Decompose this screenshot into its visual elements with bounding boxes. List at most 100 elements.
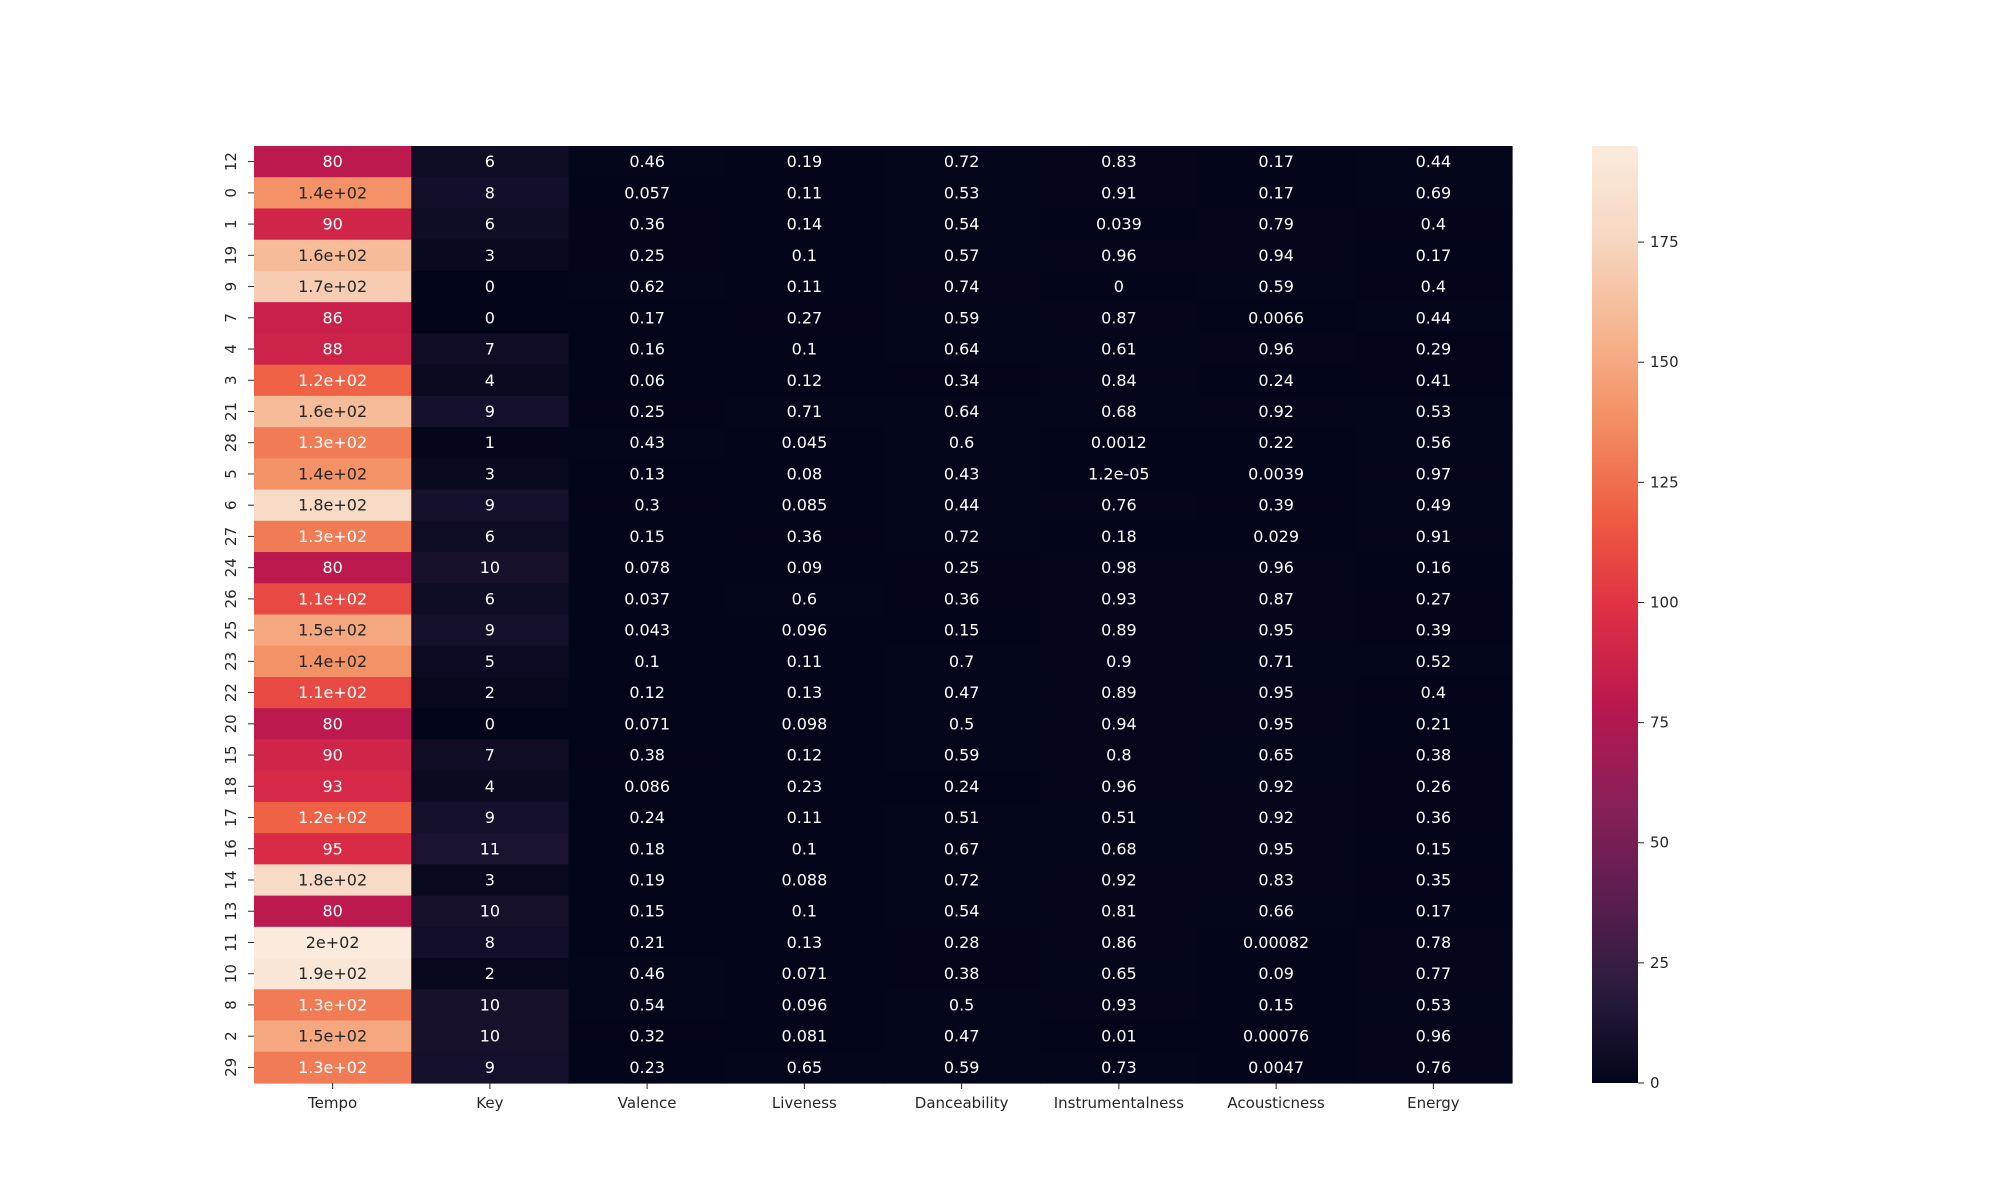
cell-value-label: 0.95 xyxy=(1258,621,1294,640)
cell-value-label: 0.47 xyxy=(944,1027,980,1046)
heatmap-cell xyxy=(1040,895,1199,928)
cell-value-label: 0.15 xyxy=(944,621,980,640)
cell-value-label: 0.71 xyxy=(787,402,823,421)
cell-value-label: 0.36 xyxy=(787,527,823,546)
heatmap-cell xyxy=(411,801,570,834)
colorbar-tick-label: 150 xyxy=(1650,353,1679,371)
cell-value-label: 0.3 xyxy=(634,496,659,515)
cell-value-label: 0.08 xyxy=(787,464,823,483)
cell-value-label: 86 xyxy=(322,308,342,327)
heatmap-cell xyxy=(254,926,412,959)
row-tick-label: 8 xyxy=(222,1000,240,1010)
heatmap-cell xyxy=(411,1051,570,1084)
cell-value-label: 0 xyxy=(1114,277,1124,296)
cell-value-label: 0.53 xyxy=(1416,402,1452,421)
cell-value-label: 0.59 xyxy=(1258,277,1294,296)
cell-value-label: 0.98 xyxy=(1101,558,1137,577)
heatmap-cell xyxy=(254,583,412,616)
heatmap-cell xyxy=(725,489,884,522)
heatmap-cell xyxy=(411,552,570,584)
heatmap-cell xyxy=(1197,770,1356,803)
heatmap-cell xyxy=(1197,708,1356,741)
cell-value-label: 1.3e+02 xyxy=(298,433,367,452)
cell-value-label: 0.078 xyxy=(624,558,670,577)
cell-value-label: 9 xyxy=(485,402,495,421)
heatmap-cell xyxy=(411,614,570,647)
heatmap-cell xyxy=(1040,270,1199,303)
cell-value-label: 0.21 xyxy=(629,933,665,952)
cell-value-label: 0.25 xyxy=(629,246,665,265)
heatmap-cell xyxy=(254,676,412,709)
cell-value-label: 1.3e+02 xyxy=(298,527,367,546)
cell-value-label: 7 xyxy=(485,746,495,765)
cell-value-label: 4 xyxy=(485,371,495,390)
cell-value-label: 2 xyxy=(485,964,495,983)
cell-value-label: 0.43 xyxy=(944,464,980,483)
heatmap-cell xyxy=(725,864,884,897)
heatmap-cell xyxy=(568,395,727,428)
cell-value-label: 1.8e+02 xyxy=(298,496,367,515)
heatmap-cell xyxy=(568,895,727,928)
heatmap-cell xyxy=(883,645,1041,678)
heatmap-cell xyxy=(725,427,884,459)
row-tick-label: 14 xyxy=(222,870,240,889)
cell-value-label: 0.83 xyxy=(1101,152,1137,171)
colorbar-tick-label: 75 xyxy=(1650,714,1669,732)
heatmap-cell xyxy=(883,1051,1041,1084)
cell-value-label: 0.44 xyxy=(944,496,980,515)
heatmap-cell xyxy=(883,614,1041,647)
cell-value-label: 0.17 xyxy=(629,308,665,327)
colorbar-tick-label: 175 xyxy=(1650,233,1679,251)
heatmap-cell xyxy=(1040,302,1199,334)
heatmap-cell xyxy=(1197,427,1356,459)
heatmap-cell xyxy=(254,146,412,178)
row-tick-label: 18 xyxy=(222,777,240,796)
row-tick-label: 22 xyxy=(222,683,240,702)
cell-value-label: 6 xyxy=(485,215,495,234)
cell-value-label: 0.17 xyxy=(1258,152,1294,171)
cell-value-label: 0.11 xyxy=(787,183,823,202)
cell-value-label: 0.56 xyxy=(1416,433,1452,452)
cell-value-label: 0.5 xyxy=(949,995,974,1014)
cell-value-label: 0.91 xyxy=(1101,183,1137,202)
cell-value-label: 80 xyxy=(322,152,342,171)
cell-value-label: 0.11 xyxy=(787,808,823,827)
heatmap-cell xyxy=(883,895,1041,928)
cell-value-label: 11 xyxy=(480,839,500,858)
cell-value-label: 0.0066 xyxy=(1248,308,1304,327)
heatmap-cell xyxy=(568,427,727,459)
heatmap-cell xyxy=(411,239,570,272)
column-tick-label: Danceability xyxy=(915,1094,1009,1112)
cell-value-label: 0.00082 xyxy=(1243,933,1309,952)
heatmap-cell xyxy=(568,833,727,865)
column-tick-label: Tempo xyxy=(307,1094,357,1112)
heatmap-cell xyxy=(411,489,570,522)
heatmap-cell xyxy=(254,239,412,272)
heatmap-cell xyxy=(1040,427,1199,459)
cell-value-label: 0.17 xyxy=(1416,902,1452,921)
colorbar-tick-label: 25 xyxy=(1650,954,1669,972)
cell-value-label: 0.029 xyxy=(1253,527,1299,546)
cell-value-label: 0.52 xyxy=(1416,652,1452,671)
heatmap-cell xyxy=(1040,708,1199,741)
heatmap-cell xyxy=(725,801,884,834)
row-tick-label: 21 xyxy=(222,402,240,421)
row-tick-label: 15 xyxy=(222,746,240,765)
cell-annotations: 80 6 0.46 0.19 0.72 0.83 0.17 0.441.4e+02 8 0.057… xyxy=(298,152,1451,1077)
heatmap-cell xyxy=(883,395,1041,428)
heatmap-cell xyxy=(411,208,570,241)
row-tick-label: 28 xyxy=(222,433,240,452)
heatmap-cell xyxy=(725,989,884,1022)
cell-value-label: 5 xyxy=(485,652,495,671)
cell-value-label: 0.1 xyxy=(792,839,817,858)
cell-value-label: 9 xyxy=(485,1058,495,1077)
cell-value-label: 0.096 xyxy=(781,995,827,1014)
cell-value-label: 0.59 xyxy=(944,746,980,765)
cell-value-label: 1.5e+02 xyxy=(298,1027,367,1046)
cell-value-label: 0.28 xyxy=(944,933,980,952)
heatmap-cells xyxy=(254,146,1513,1084)
heatmap-cell xyxy=(725,520,884,553)
heatmap-cell xyxy=(568,864,727,897)
cell-value-label: 0.69 xyxy=(1416,183,1452,202)
cell-value-label: 0.38 xyxy=(629,746,665,765)
